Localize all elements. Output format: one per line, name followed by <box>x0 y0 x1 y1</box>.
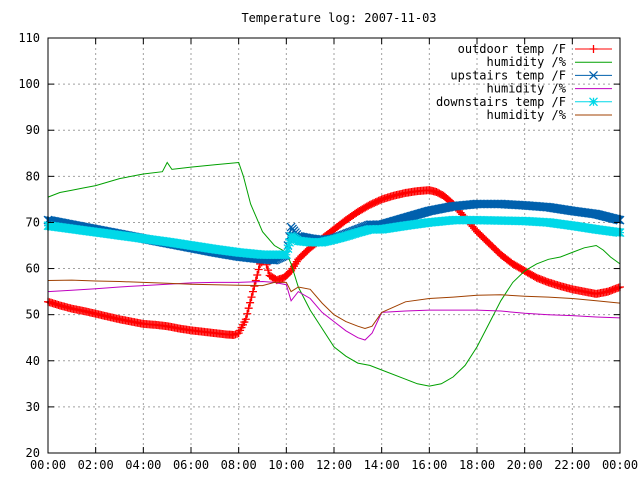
series-line-5 <box>47 279 621 330</box>
series-line-3 <box>47 280 621 341</box>
chart-title: Temperature log: 2007-11-03 <box>241 11 436 25</box>
axis-ticks: 00:00 02:00 04:00 06:00 08:00 10:00 12:00 14:00… <box>18 31 638 472</box>
x-tick-label: 00:00 <box>30 458 66 472</box>
y-tick-label: 40 <box>26 354 40 368</box>
x-tick-label: 18:00 <box>459 458 495 472</box>
legend-label-4: downstairs temp /F <box>436 95 566 109</box>
x-tick-label: 14:00 <box>364 458 400 472</box>
y-tick-label: 80 <box>26 169 40 183</box>
x-tick-label: 12:00 <box>316 458 352 472</box>
x-tick-label: 08:00 <box>221 458 257 472</box>
series-line-1 <box>47 161 621 387</box>
y-tick-label: 100 <box>18 77 40 91</box>
x-tick-label: 04:00 <box>125 458 161 472</box>
y-tick-label: 20 <box>26 446 40 460</box>
legend-marker-0 <box>589 45 598 53</box>
legend-marker-4 <box>589 97 598 107</box>
x-tick-label: 20:00 <box>507 458 543 472</box>
series-1 <box>47 161 621 387</box>
y-tick-label: 30 <box>26 400 40 414</box>
series-3 <box>47 280 621 341</box>
y-tick-label: 90 <box>26 123 40 137</box>
x-tick-label: 16:00 <box>411 458 447 472</box>
x-tick-label: 22:00 <box>554 458 590 472</box>
y-tick-label: 70 <box>26 215 40 229</box>
x-tick-label: 00:00 <box>602 458 638 472</box>
legend-label-0: outdoor temp /F <box>458 42 566 56</box>
series-5 <box>47 279 621 330</box>
x-tick-label: 02:00 <box>78 458 114 472</box>
legend-marker-2 <box>589 70 598 80</box>
y-tick-label: 50 <box>26 308 40 322</box>
legend-label-1: humidity /% <box>487 55 567 69</box>
x-tick-label: 06:00 <box>173 458 209 472</box>
legend-label-2: upstairs temp /F <box>450 68 566 82</box>
y-tick-label: 110 <box>18 31 40 45</box>
grid <box>48 38 620 453</box>
x-tick-label: 10:00 <box>268 458 304 472</box>
legend-label-5: humidity /% <box>487 108 567 122</box>
legend-label-3: humidity /% <box>487 82 567 96</box>
y-tick-label: 60 <box>26 262 40 276</box>
